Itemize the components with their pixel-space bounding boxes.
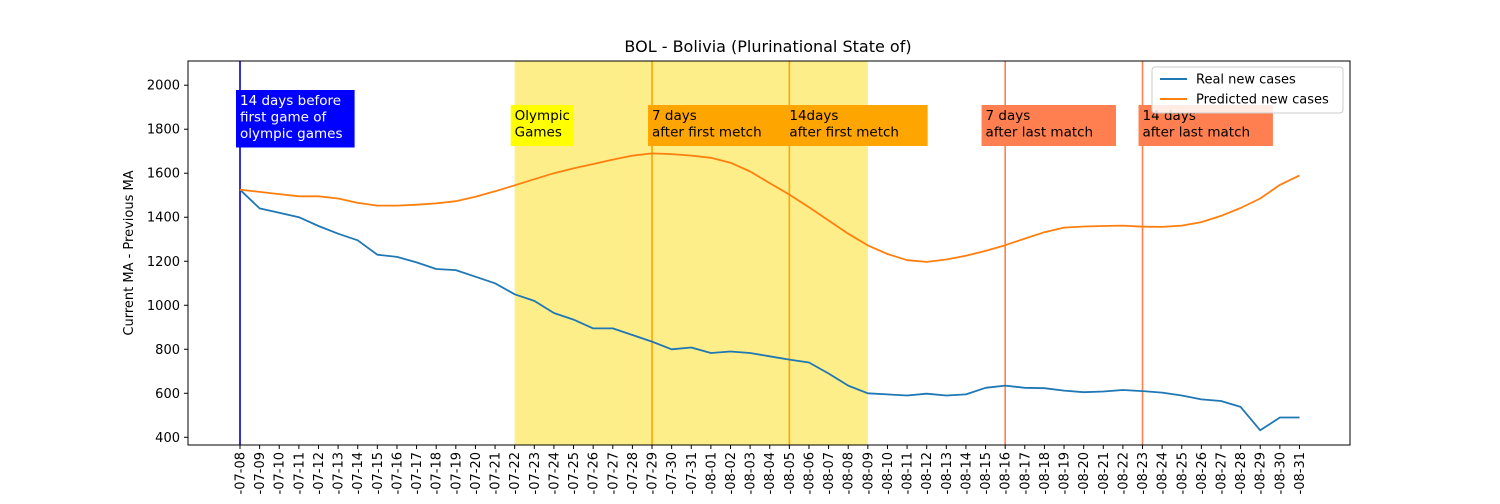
- y-tick-label-0: 400: [155, 431, 180, 446]
- legend-box: [1151, 66, 1344, 114]
- x-tick-label-33: -08-10: [881, 452, 896, 494]
- x-tick-label-35: -08-12: [920, 452, 935, 494]
- x-tick-label-0: -07-08: [234, 452, 249, 494]
- annotation-box: [648, 105, 791, 146]
- x-tick-label-37: -08-14: [959, 452, 974, 494]
- x-tick-label-20: -07-28: [626, 452, 641, 494]
- annotation-box: [510, 105, 574, 146]
- x-tick-label-43: -08-20: [1077, 452, 1092, 494]
- annotation-box: [785, 105, 928, 146]
- x-tick-label-42: -08-19: [1058, 452, 1073, 494]
- annotation-text: after first metch: [652, 125, 762, 141]
- y-tick-label-1: 600: [155, 387, 180, 402]
- x-tick-label-2: -07-10: [273, 452, 288, 494]
- y-tick-label-4: 1200: [147, 255, 180, 270]
- x-tick-label-36: -08-13: [940, 452, 955, 494]
- x-tick-label-1: -07-09: [253, 452, 268, 494]
- x-tick-label-53: -08-30: [1273, 452, 1288, 494]
- x-tick-label-32: -08-09: [861, 452, 876, 494]
- x-tick-label-16: -07-24: [547, 452, 562, 494]
- x-tick-label-14: -07-22: [508, 452, 523, 494]
- series-line-1: [239, 152, 1300, 263]
- x-tick-label-7: -07-15: [371, 452, 386, 494]
- y-tick-label-8: 2000: [147, 79, 180, 94]
- x-tick-label-4: -07-12: [312, 452, 327, 494]
- x-tick-label-19: -07-27: [606, 452, 621, 494]
- annotation-box: [236, 90, 355, 148]
- x-tick-label-10: -07-18: [430, 452, 445, 494]
- x-tick-label-18: -07-26: [587, 452, 602, 494]
- x-tick-label-48: -08-25: [1175, 452, 1190, 494]
- annotation-text: 14 days before: [240, 93, 341, 109]
- x-tick-label-45: -08-22: [1116, 452, 1131, 494]
- series-line-0: [239, 189, 1300, 432]
- legend: Real new cases Predicted new cases: [1151, 66, 1344, 114]
- x-tick-label-25: -08-02: [724, 452, 739, 494]
- x-tick-label-21: -07-29: [646, 452, 661, 494]
- axes-frame: [187, 60, 1351, 446]
- annotation-text: after first metch: [789, 125, 899, 141]
- x-tick-label-41: -08-18: [1038, 452, 1053, 494]
- x-tick-label-40: -08-17: [1018, 452, 1033, 494]
- annotation-text: 7 days: [986, 108, 1031, 124]
- annotation-text: first game of: [240, 110, 328, 126]
- chart-title: BOL - Bolivia (Plurinational State of): [624, 37, 911, 56]
- x-tick-label-38: -08-15: [979, 452, 994, 494]
- x-tick-label-34: -08-11: [901, 452, 916, 494]
- x-tick-label-51: -08-28: [1234, 452, 1249, 494]
- x-tick-label-23: -07-31: [685, 452, 700, 494]
- annotation-text: after last match: [986, 125, 1094, 141]
- x-tick-label-13: -07-21: [489, 452, 504, 494]
- annotation-box: [981, 105, 1116, 146]
- annotation-text: Olympic: [515, 108, 570, 124]
- annotation-text: 7 days: [652, 108, 697, 124]
- annotation-text: olympic games: [240, 126, 343, 142]
- x-tick-label-17: -07-25: [567, 452, 582, 494]
- y-tick-label-5: 1400: [147, 211, 180, 226]
- y-tick-label-3: 1000: [147, 299, 180, 314]
- annotation-text: Games: [515, 125, 562, 141]
- x-tick-label-12: -07-20: [469, 452, 484, 494]
- annotation-text: after last match: [1143, 125, 1251, 141]
- x-tick-label-15: -07-23: [528, 452, 543, 494]
- y-axis-label: Current MA - Previous MA: [122, 170, 137, 335]
- x-tick-label-49: -08-26: [1195, 452, 1210, 494]
- legend-label-0: Real new cases: [1196, 73, 1296, 88]
- x-tick-label-44: -08-21: [1097, 452, 1112, 494]
- x-tick-label-3: -07-11: [292, 452, 307, 494]
- x-tick-label-47: -08-24: [1156, 452, 1171, 494]
- annotation-text: 14days: [789, 108, 838, 124]
- y-tick-label-6: 1600: [147, 167, 180, 182]
- x-tick-label-31: -08-08: [842, 452, 857, 494]
- x-tick-label-8: -07-16: [391, 452, 406, 494]
- x-tick-label-54: -08-31: [1293, 452, 1308, 494]
- y-tick-label-7: 1800: [147, 123, 180, 138]
- x-tick-label-28: -08-05: [783, 452, 798, 494]
- legend-label-1: Predicted new cases: [1196, 93, 1329, 108]
- x-tick-label-5: -07-13: [332, 452, 347, 494]
- x-tick-label-39: -08-16: [999, 452, 1014, 494]
- y-tick-label-2: 800: [155, 343, 180, 358]
- x-tick-label-30: -08-07: [822, 452, 837, 494]
- x-tick-label-27: -08-04: [763, 452, 778, 494]
- x-tick-label-26: -08-03: [744, 452, 759, 494]
- x-tick-label-46: -08-23: [1136, 452, 1151, 494]
- x-tick-label-52: -08-29: [1254, 452, 1269, 494]
- x-tick-label-6: -07-14: [351, 452, 366, 494]
- x-tick-label-29: -08-06: [803, 452, 818, 494]
- x-tick-label-9: -07-17: [410, 452, 425, 494]
- x-tick-label-11: -07-19: [449, 452, 464, 494]
- x-tick-label-22: -07-30: [665, 452, 680, 494]
- x-tick-label-24: -08-01: [704, 452, 719, 494]
- x-tick-label-50: -08-27: [1215, 452, 1230, 494]
